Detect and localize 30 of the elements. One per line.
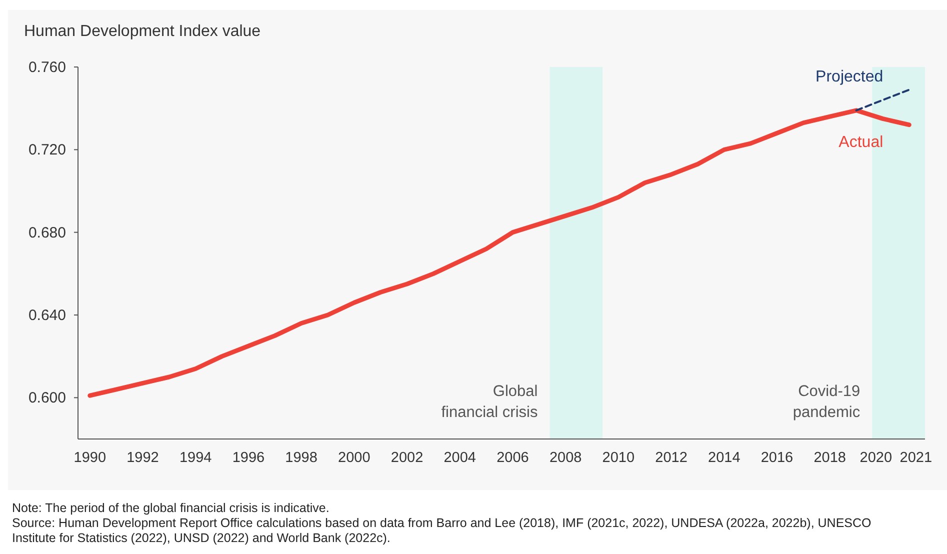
x-tick-label: 2010 — [602, 450, 635, 466]
y-tick-label: 0.680 — [28, 224, 66, 242]
x-tick-label: 2012 — [655, 450, 688, 466]
y-axis-title: Human Development Index value — [24, 23, 261, 40]
source-note: Source: Human Development Report Office calculations based on data from Barro and Lee (2018), IMF (2021c, 2022), UNDESA (2022a, 2022b), UNESCO Institute for Statistics (2022), UNSD (2022) and World Bank (2022c). — [12, 516, 872, 545]
y-tick-label: 0.640 — [28, 307, 66, 324]
line-series — [88, 108, 912, 398]
x-tick-label: 2020 — [860, 450, 892, 466]
band-label: Covid-19 pandemic — [792, 383, 860, 421]
x-tick-label: 1994 — [179, 450, 212, 466]
series-label: Actual — [838, 134, 884, 151]
x-tick-label: 2014 — [708, 450, 740, 466]
x-tick-label: 1996 — [232, 450, 265, 466]
y-tick-label: 0.760 — [28, 59, 66, 76]
band-label: Global financial crisis — [441, 383, 538, 421]
text: Note: The period of the global financial crisis is indicative. — [12, 501, 330, 515]
x-tick-label: 2000 — [338, 450, 370, 466]
x-tick-label: 2021 — [900, 450, 932, 466]
x-tick-label: 2016 — [760, 450, 794, 466]
x-tick-label: 1990 — [74, 450, 106, 466]
x-tick-label: 2004 — [444, 450, 476, 466]
y-tick-label: 0.600 — [28, 390, 66, 407]
x-tick-label: 2006 — [496, 450, 529, 466]
x-tick-label: 2018 — [814, 450, 846, 466]
x-tick-label: 2002 — [390, 450, 424, 466]
x-tick-label: 1992 — [126, 450, 159, 466]
y-tick-label: 0.720 — [28, 142, 66, 159]
series-label: Projected — [816, 68, 884, 86]
x-tick-label: 2008 — [549, 450, 582, 466]
x-tick-label: 1998 — [285, 450, 318, 466]
